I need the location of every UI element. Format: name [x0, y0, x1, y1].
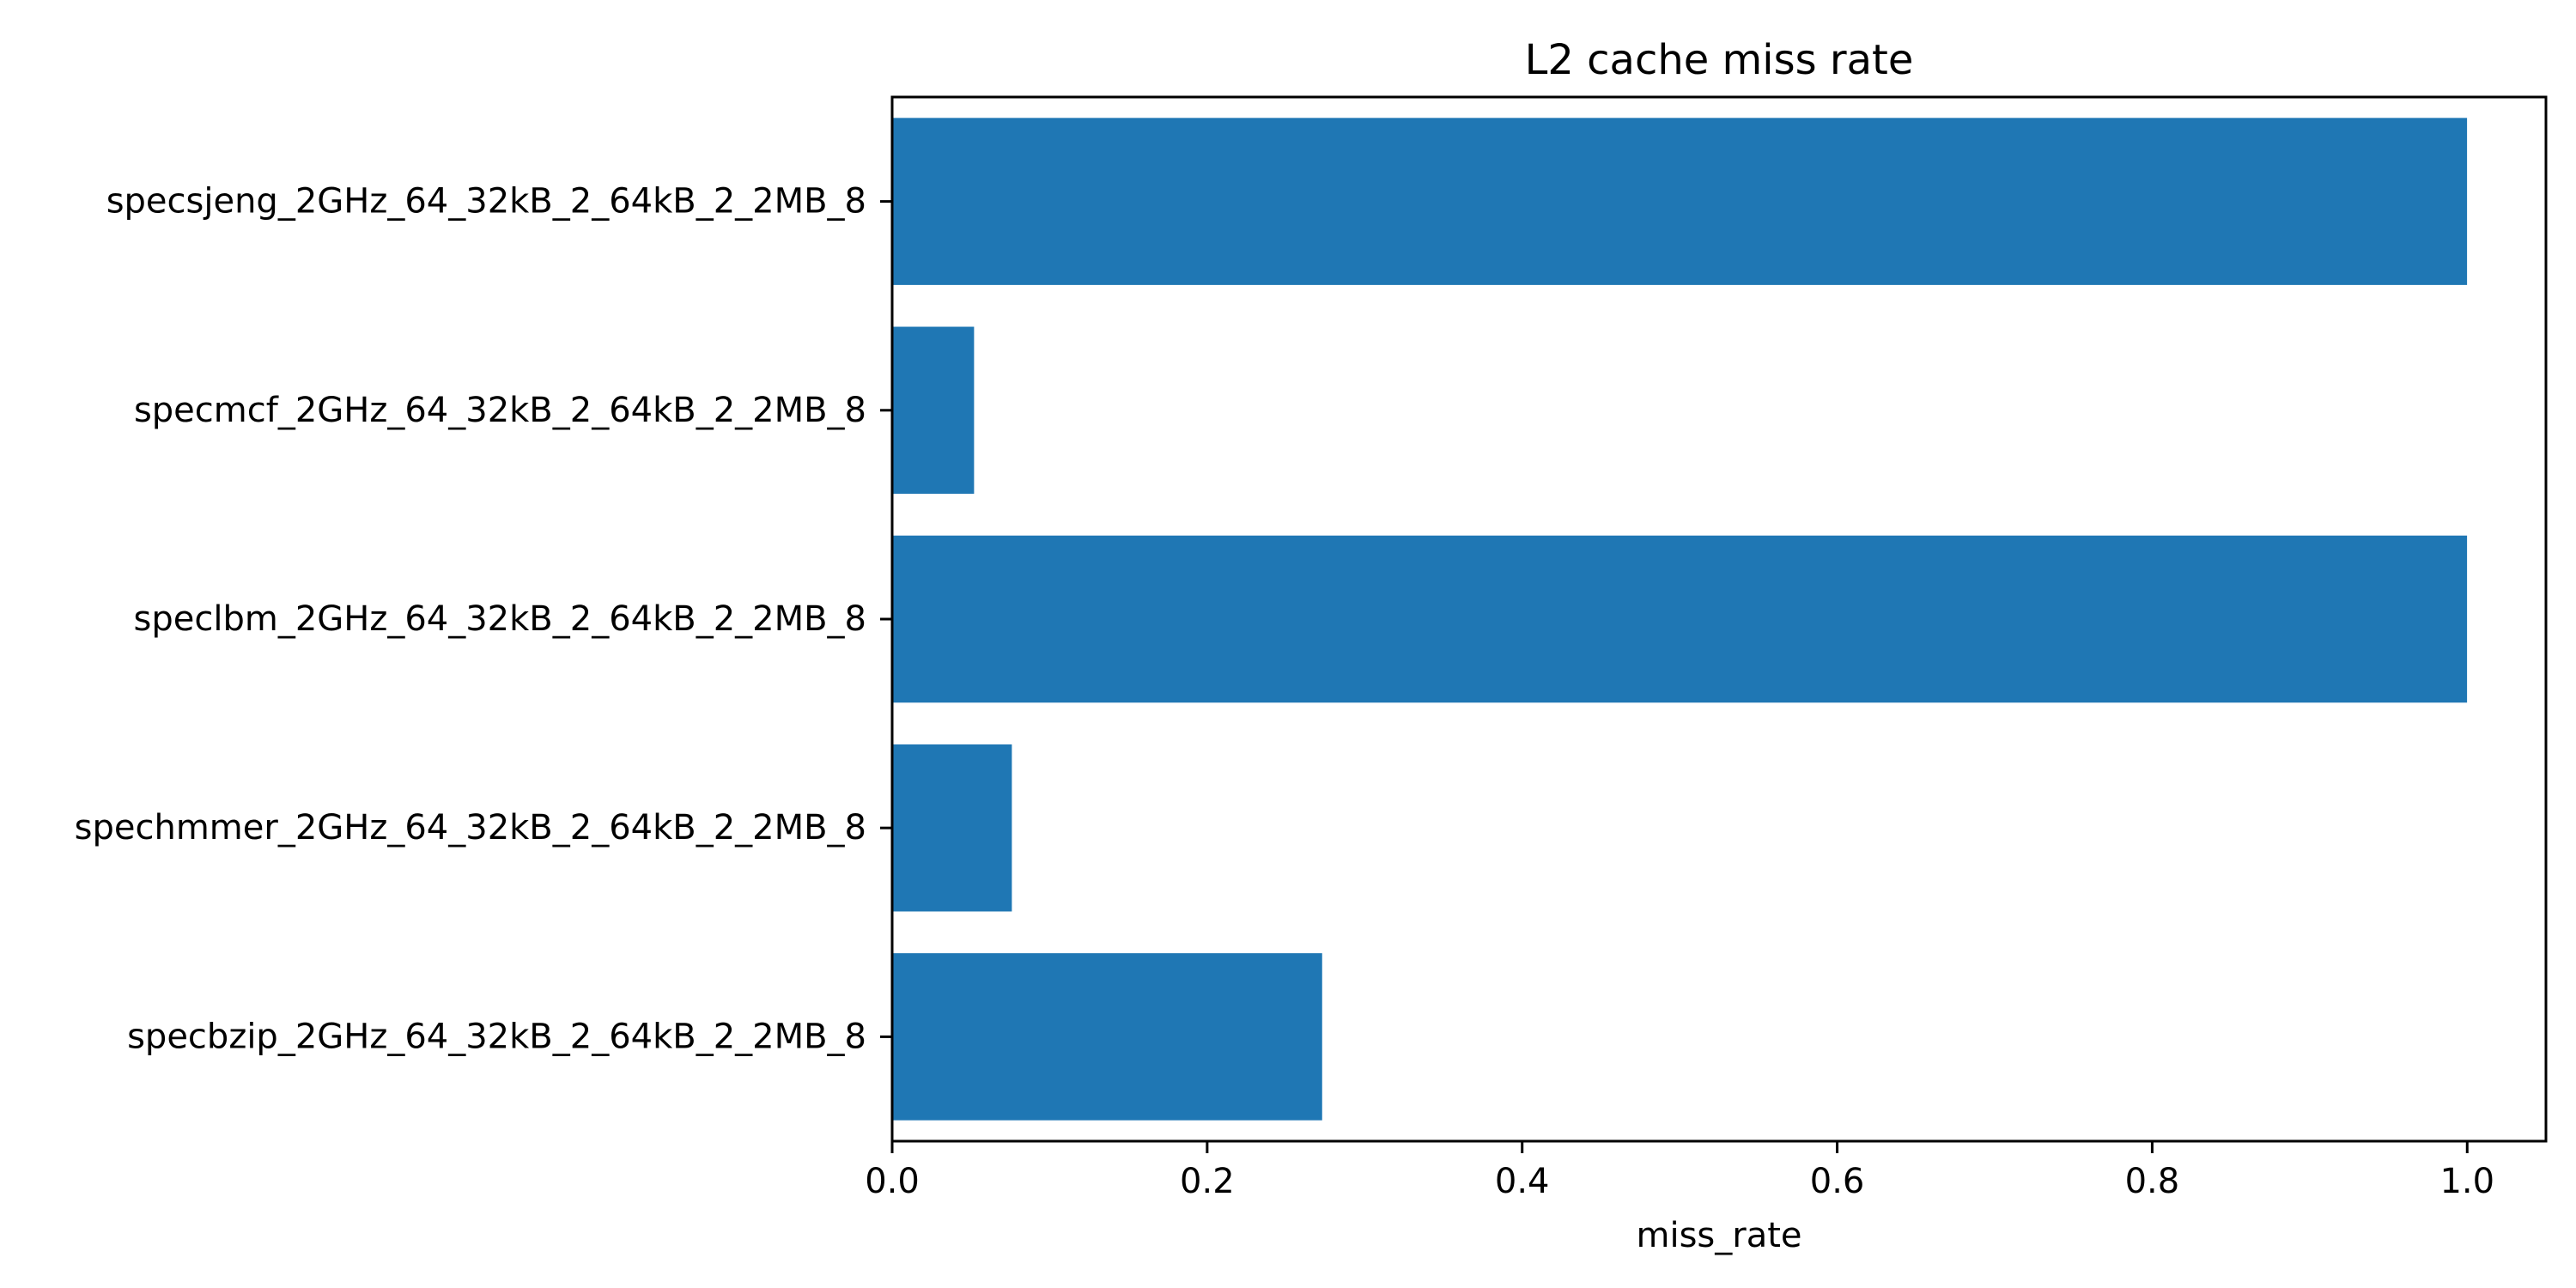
x-tick-label: 0.6 [1810, 1162, 1865, 1201]
x-tick-label: 0.8 [2125, 1162, 2180, 1201]
plot-frame [890, 95, 2548, 1143]
bar [892, 953, 1322, 1121]
bar [892, 744, 1012, 912]
x-tick-label: 0.4 [1495, 1162, 1550, 1201]
x-axis-ticks: 0.0 0.2 0.4 0.6 0.8 1.0 [865, 1141, 2494, 1201]
chart-title: L2 cache miss rate [1525, 36, 1914, 84]
bar [892, 118, 2468, 285]
y-tick-label: specsjeng_2GHz_64_32kB_2_64kB_2_2MB_8 [106, 182, 866, 222]
bar [892, 326, 975, 495]
x-tick-label: 0.2 [1180, 1162, 1235, 1201]
bars-group [892, 118, 2468, 1121]
y-tick-label: specbzip_2GHz_64_32kB_2_64kB_2_2MB_8 [127, 1017, 866, 1056]
y-tick-label: specmcf_2GHz_64_32kB_2_64kB_2_2MB_8 [134, 391, 866, 430]
x-tick-label: 1.0 [2439, 1162, 2494, 1201]
y-axis-ticks: specsjeng_2GHz_64_32kB_2_64kB_2_2MB_8spe… [75, 182, 892, 1056]
y-tick-label: speclbm_2GHz_64_32kB_2_64kB_2_2MB_8 [134, 599, 866, 639]
bar [892, 535, 2468, 703]
x-axis-label: miss_rate [1636, 1216, 1801, 1255]
x-tick-label: 0.0 [865, 1162, 920, 1201]
y-tick-label: spechmmer_2GHz_64_32kB_2_64kB_2_2MB_8 [75, 808, 866, 848]
